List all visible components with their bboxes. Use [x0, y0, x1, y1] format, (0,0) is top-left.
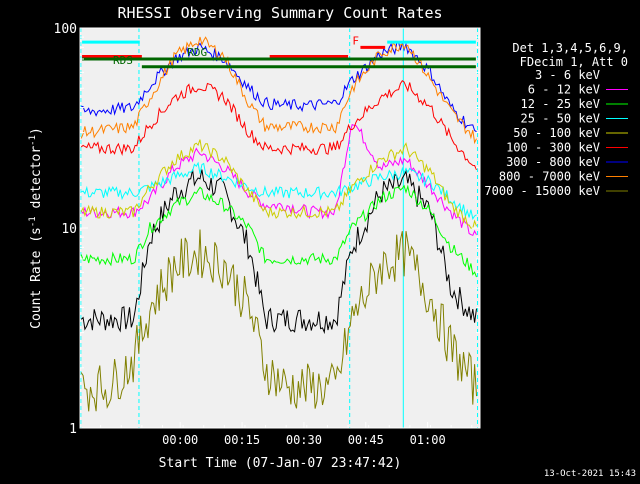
footer-timestamp: 13-Oct-2021 15:43	[544, 469, 636, 479]
series-line-8	[80, 229, 477, 412]
y-tick-label-1: 10	[61, 222, 77, 237]
y-axis-label-mid: detector	[29, 146, 44, 217]
legend-label-6: 300 - 800 keV	[506, 155, 600, 169]
chart-title: RHESSI Observing Summary Count Rates	[117, 4, 442, 22]
x-tick-label-0: 00:00	[162, 433, 198, 447]
x-tick-label-2: 00:30	[286, 433, 322, 447]
y-axis-label-sup2: -1	[28, 135, 38, 146]
x-tick-label-4: 01:00	[410, 433, 446, 447]
legend-label-2: 12 - 25 keV	[521, 97, 600, 111]
plot-background	[80, 28, 480, 428]
legend-label-3: 25 - 50 keV	[521, 112, 600, 126]
series-line-0	[80, 169, 477, 335]
legend-label-8: 7000 - 15000 keV	[484, 184, 600, 198]
series-lines	[80, 36, 477, 412]
series-line-4	[80, 139, 477, 229]
y-axis-label-sup1: -1	[28, 216, 38, 227]
y-axis-label: Count Rate (s-1 detector-1)	[28, 127, 44, 329]
legend-label-4: 50 - 100 keV	[513, 126, 600, 140]
series-line-3	[81, 161, 477, 220]
x-axis: 00:00 00:15 00:30 00:45 01:00	[79, 422, 473, 447]
y-axis: 1 10 100	[54, 22, 480, 437]
x-tick-label-3: 00:45	[348, 433, 384, 447]
y-tick-label-2: 100	[54, 22, 77, 37]
series-line-7	[80, 36, 477, 145]
series-line-1	[80, 123, 477, 237]
legend-header-1: Det 1,3,4,5,6,9,	[512, 41, 628, 55]
series-line-6	[81, 41, 477, 133]
status-flags: RDG RDS F	[82, 34, 476, 69]
legend-label-7: 800 - 7000 keV	[499, 170, 600, 184]
f-flag-label: F	[352, 34, 359, 47]
series-line-2	[80, 184, 477, 278]
legend-label-5: 100 - 300 keV	[506, 141, 600, 155]
x-axis-label: Start Time (07-Jan-07 23:47:42)	[159, 456, 402, 471]
green-flag-rds-label: RDS	[113, 54, 133, 67]
green-flag-rdg-label: RDG	[187, 46, 207, 59]
legend: Det 1,3,4,5,6,9, FDecim 1, Att 0 3 - 6 k…	[484, 41, 628, 198]
legend-label-0: 3 - 6 keV	[535, 68, 600, 82]
legend-header-2: FDecim 1, Att 0	[520, 55, 628, 69]
legend-label-1: 6 - 12 keV	[528, 83, 600, 97]
y-axis-label-main: Count Rate (s	[29, 227, 44, 329]
y-axis-label-end: )	[29, 127, 44, 135]
y-tick-label-0: 1	[69, 422, 77, 437]
x-tick-label-1: 00:15	[224, 433, 260, 447]
series-line-5	[80, 80, 477, 171]
